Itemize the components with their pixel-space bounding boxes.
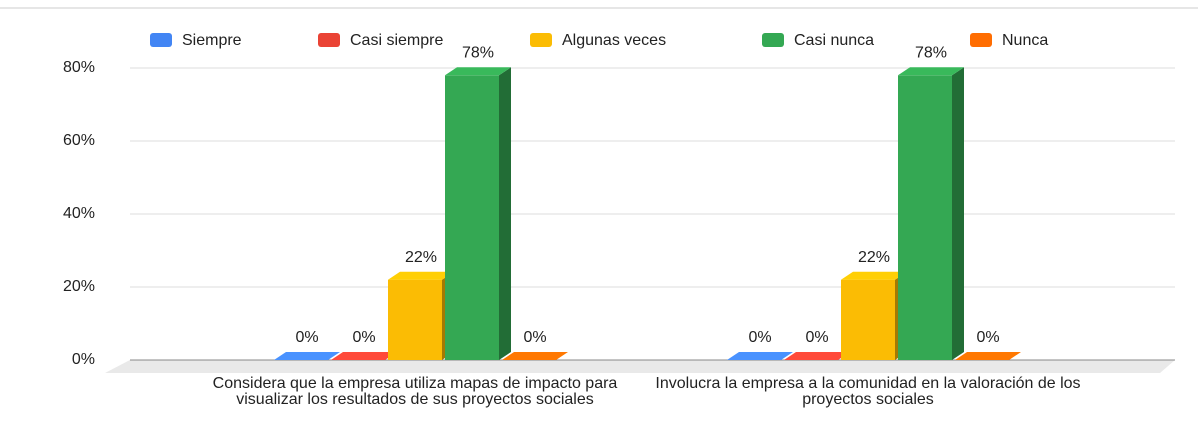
value-label: 0% (748, 329, 771, 346)
bar-top (388, 271, 454, 280)
legend-swatch (150, 33, 172, 47)
value-label: 0% (295, 329, 318, 346)
bar-top (841, 271, 907, 280)
legend-swatch (970, 33, 992, 47)
y-tick-label: 20% (63, 278, 95, 295)
bar-side (952, 67, 964, 361)
bar-top (445, 67, 511, 76)
bar-top (502, 352, 568, 360)
bar (445, 75, 499, 361)
legend-label: Casi siempre (350, 32, 443, 49)
legend-label: Siempre (182, 32, 242, 49)
bar-top (898, 67, 964, 76)
floor (105, 360, 1175, 373)
bar (841, 279, 895, 360)
x-tick-label: Considera que la empresa utiliza mapas d… (212, 375, 618, 408)
legend-label: Algunas veces (562, 32, 666, 49)
bar-side (499, 67, 511, 361)
y-tick-label: 0% (72, 351, 95, 368)
legend-swatch (762, 33, 784, 47)
bar-top (784, 352, 850, 360)
bar-top (727, 352, 793, 360)
value-label: 0% (523, 329, 546, 346)
legend-label: Casi nunca (794, 32, 874, 49)
value-label: 0% (976, 329, 999, 346)
legend-label: Nunca (1002, 32, 1048, 49)
bar-top (331, 352, 397, 360)
value-label: 0% (805, 329, 828, 346)
legend-swatch (530, 33, 552, 47)
y-tick-label: 60% (63, 132, 95, 149)
y-tick-label: 80% (63, 59, 95, 76)
bar (388, 279, 442, 360)
bar-top (955, 352, 1021, 360)
value-label: 0% (352, 329, 375, 346)
value-label: 78% (462, 45, 494, 62)
y-tick-label: 40% (63, 205, 95, 222)
x-tick-label: Involucra la empresa a la comunidad en l… (655, 375, 1081, 408)
value-label: 22% (405, 249, 437, 266)
value-label: 78% (915, 45, 947, 62)
bar-top (274, 352, 340, 360)
bar (898, 75, 952, 361)
legend-swatch (318, 33, 340, 47)
value-label: 22% (858, 249, 890, 266)
